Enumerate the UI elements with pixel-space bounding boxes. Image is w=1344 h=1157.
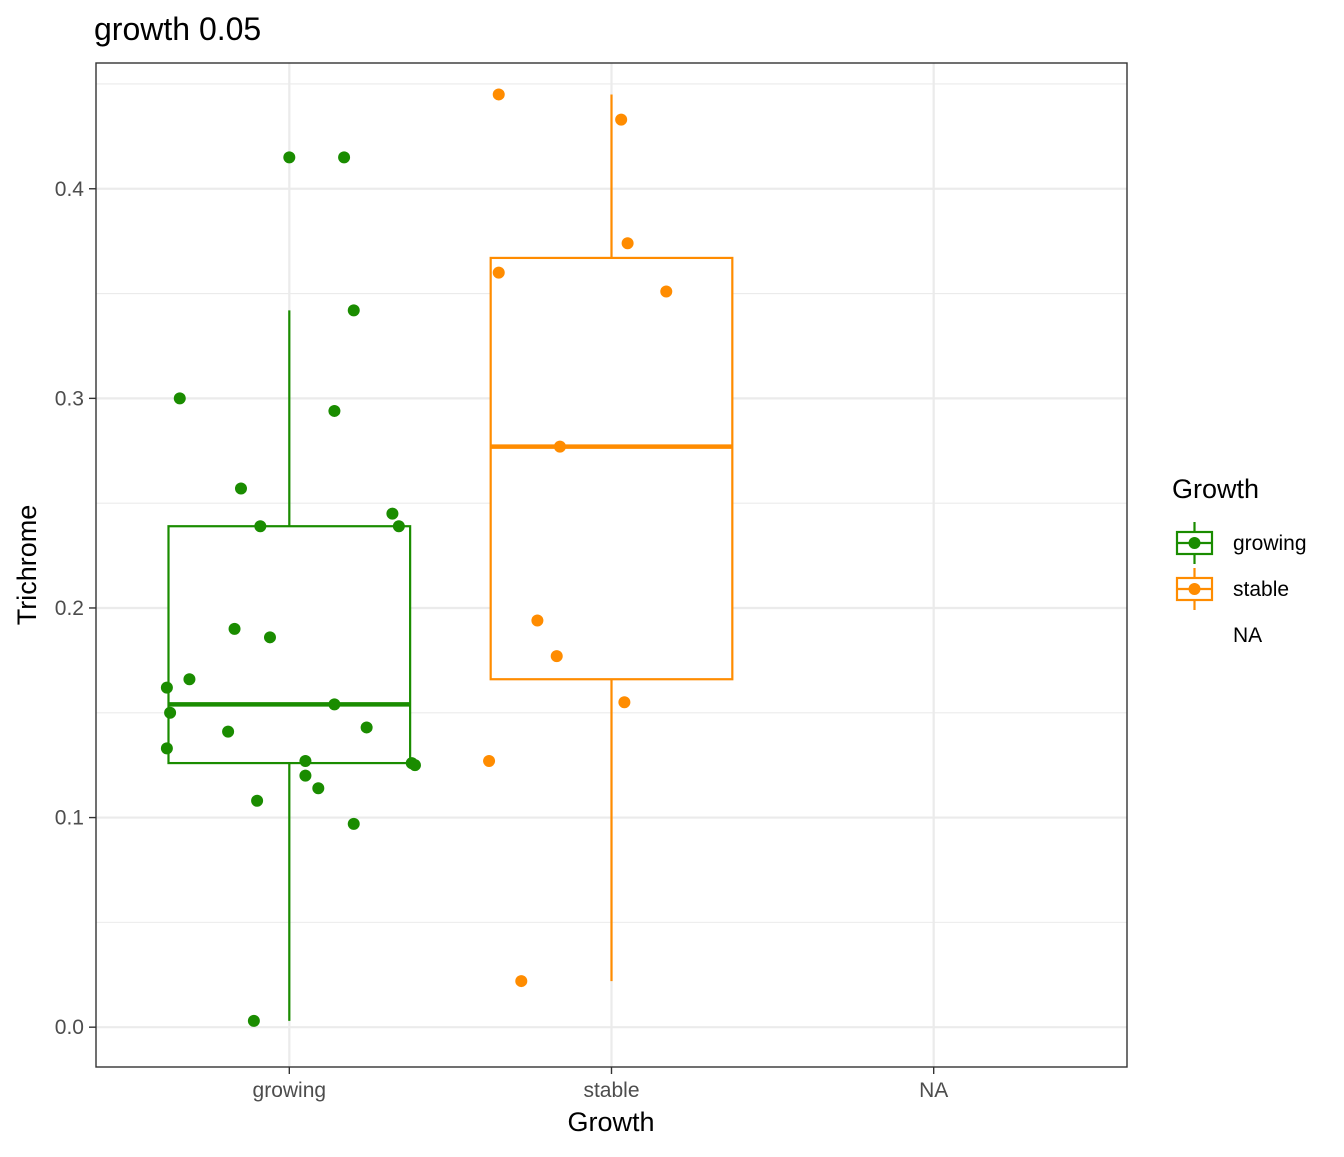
data-point-growing	[299, 769, 312, 782]
data-point-growing	[347, 304, 360, 317]
data-point-growing	[328, 404, 341, 417]
y-tick-label: 0.4	[55, 178, 85, 201]
data-point-growing	[312, 782, 325, 795]
data-point-growing	[183, 673, 196, 686]
data-point-stable	[483, 754, 496, 767]
legend-label: NA	[1233, 624, 1262, 647]
data-point-growing	[338, 151, 351, 164]
data-point-stable	[515, 975, 528, 988]
data-point-stable	[550, 650, 563, 663]
plot-panel	[95, 62, 1128, 1068]
x-tick-label: NA	[919, 1079, 948, 1102]
data-point-growing	[251, 794, 264, 807]
data-point-growing	[263, 631, 276, 644]
data-point-stable	[531, 614, 544, 627]
data-point-growing	[164, 706, 177, 719]
legend: Growth growing stable NA	[1172, 474, 1307, 647]
box-iqr	[489, 256, 734, 681]
x-axis: growing stable NA	[253, 1067, 948, 1102]
y-axis: 0.0 0.1 0.2 0.3 0.4	[55, 178, 96, 1039]
legend-title: Growth	[1172, 474, 1259, 504]
data-point-growing	[392, 520, 405, 533]
data-point-growing	[160, 681, 173, 694]
data-point-growing	[247, 1014, 260, 1027]
legend-item-growing: growing	[1175, 522, 1307, 564]
y-tick-label: 0.3	[55, 387, 84, 410]
data-point-stable	[492, 266, 505, 279]
legend-label: growing	[1233, 532, 1307, 555]
data-point-growing	[234, 482, 247, 495]
data-point-growing	[360, 721, 373, 734]
data-point-growing	[328, 698, 341, 711]
legend-item-NA: NA	[1233, 624, 1262, 647]
data-point-stable	[660, 285, 673, 298]
data-point-growing	[228, 622, 241, 635]
data-point-growing	[347, 817, 360, 830]
legend-key-point	[1188, 537, 1201, 549]
y-axis-title: Trichrome	[12, 505, 42, 626]
y-tick-label: 0.0	[55, 1016, 84, 1039]
data-point-stable	[618, 696, 631, 709]
x-tick-label: growing	[253, 1079, 327, 1102]
data-point-growing	[299, 754, 312, 767]
x-axis-title: Growth	[567, 1107, 654, 1137]
data-point-growing	[160, 742, 173, 755]
data-point-growing	[408, 759, 421, 772]
x-tick-label: stable	[583, 1079, 639, 1102]
data-point-growing	[173, 392, 186, 405]
data-point-stable	[492, 88, 505, 101]
y-tick-label: 0.1	[55, 807, 84, 830]
data-point-growing	[283, 151, 296, 164]
legend-key-point	[1188, 583, 1201, 595]
jitter-points	[160, 88, 673, 1027]
box-stable	[489, 94, 734, 982]
legend-item-stable: stable	[1175, 568, 1289, 610]
chart-title: growth 0.05	[94, 11, 261, 47]
data-point-growing	[254, 520, 267, 533]
data-point-growing	[222, 725, 235, 738]
data-point-stable	[621, 237, 634, 250]
box-iqr	[167, 525, 412, 765]
y-tick-label: 0.2	[55, 597, 84, 620]
boxplots	[167, 94, 734, 1021]
data-point-stable	[615, 113, 628, 126]
data-point-growing	[386, 507, 399, 520]
legend-label: stable	[1233, 578, 1289, 601]
data-point-stable	[553, 440, 566, 453]
